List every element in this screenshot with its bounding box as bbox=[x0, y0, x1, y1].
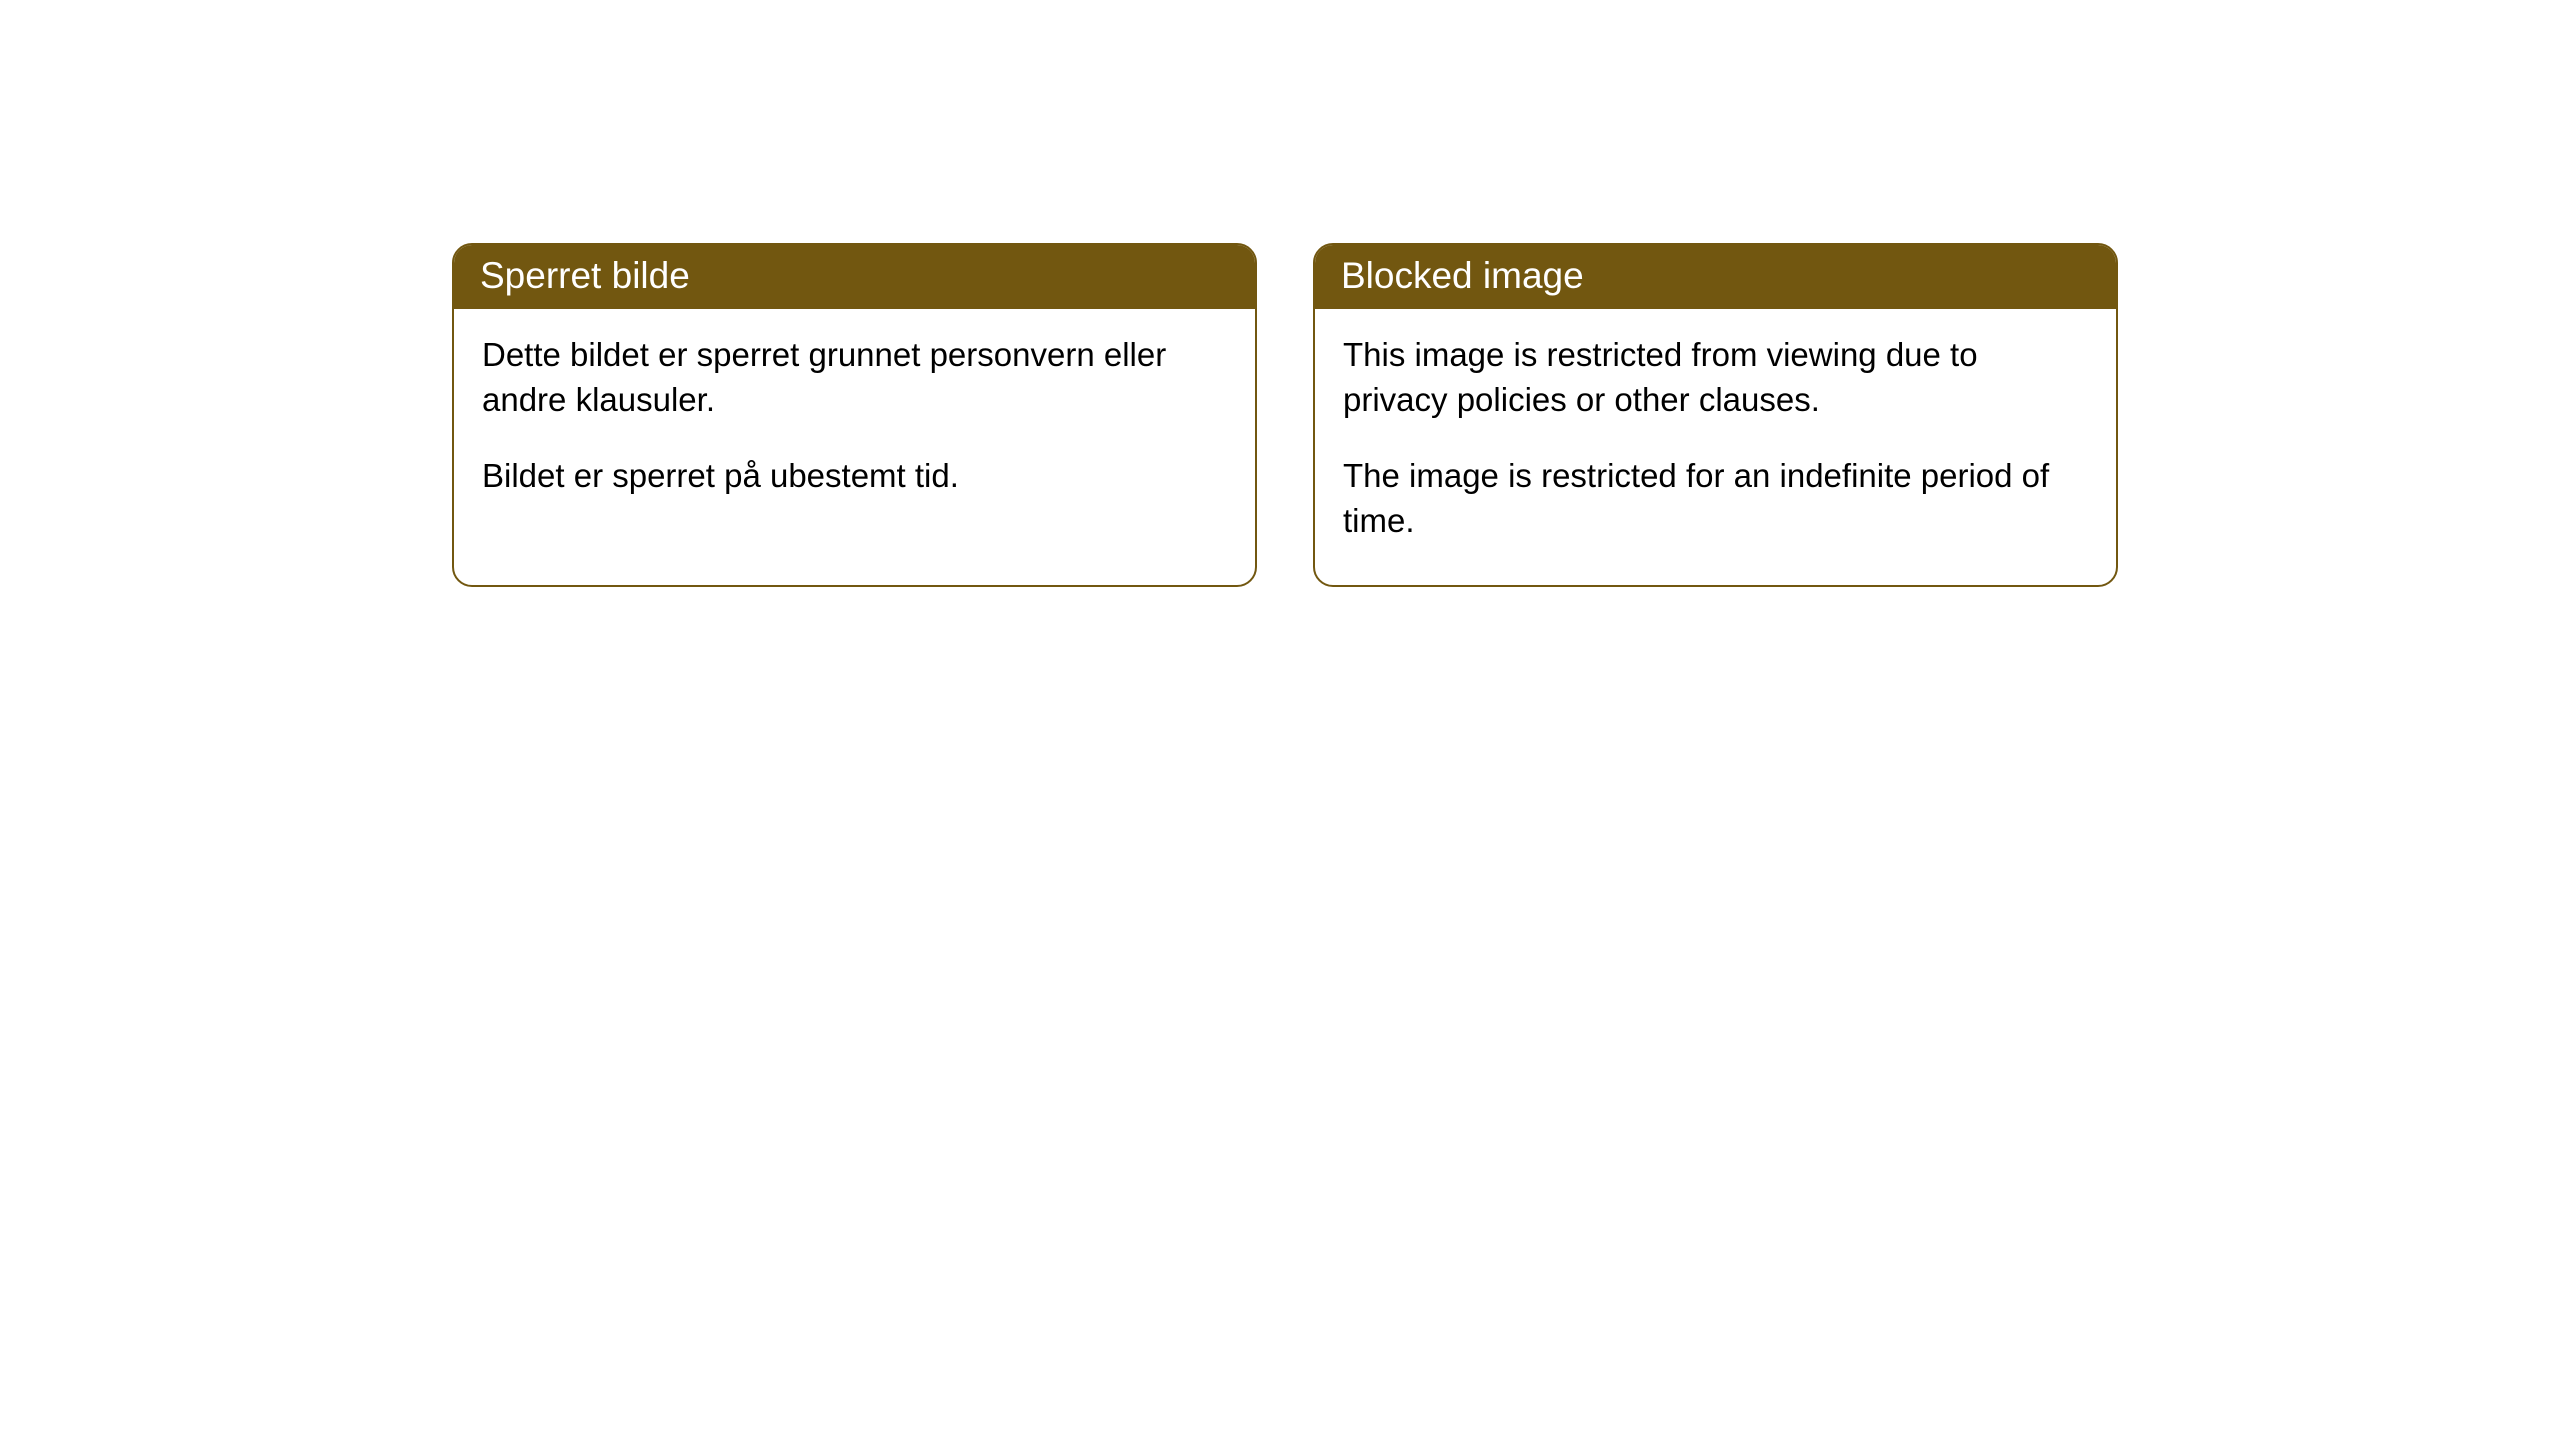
card-text-english-1: This image is restricted from viewing du… bbox=[1343, 333, 2088, 422]
card-text-norwegian-1: Dette bildet er sperret grunnet personve… bbox=[482, 333, 1227, 422]
card-header-english: Blocked image bbox=[1315, 245, 2116, 309]
card-body-norwegian: Dette bildet er sperret grunnet personve… bbox=[454, 309, 1255, 541]
card-text-english-2: The image is restricted for an indefinit… bbox=[1343, 454, 2088, 543]
card-body-english: This image is restricted from viewing du… bbox=[1315, 309, 2116, 585]
card-text-norwegian-2: Bildet er sperret på ubestemt tid. bbox=[482, 454, 1227, 499]
blocked-image-card-english: Blocked image This image is restricted f… bbox=[1313, 243, 2118, 587]
card-header-norwegian: Sperret bilde bbox=[454, 245, 1255, 309]
blocked-image-card-norwegian: Sperret bilde Dette bildet er sperret gr… bbox=[452, 243, 1257, 587]
notice-cards-container: Sperret bilde Dette bildet er sperret gr… bbox=[452, 243, 2118, 587]
